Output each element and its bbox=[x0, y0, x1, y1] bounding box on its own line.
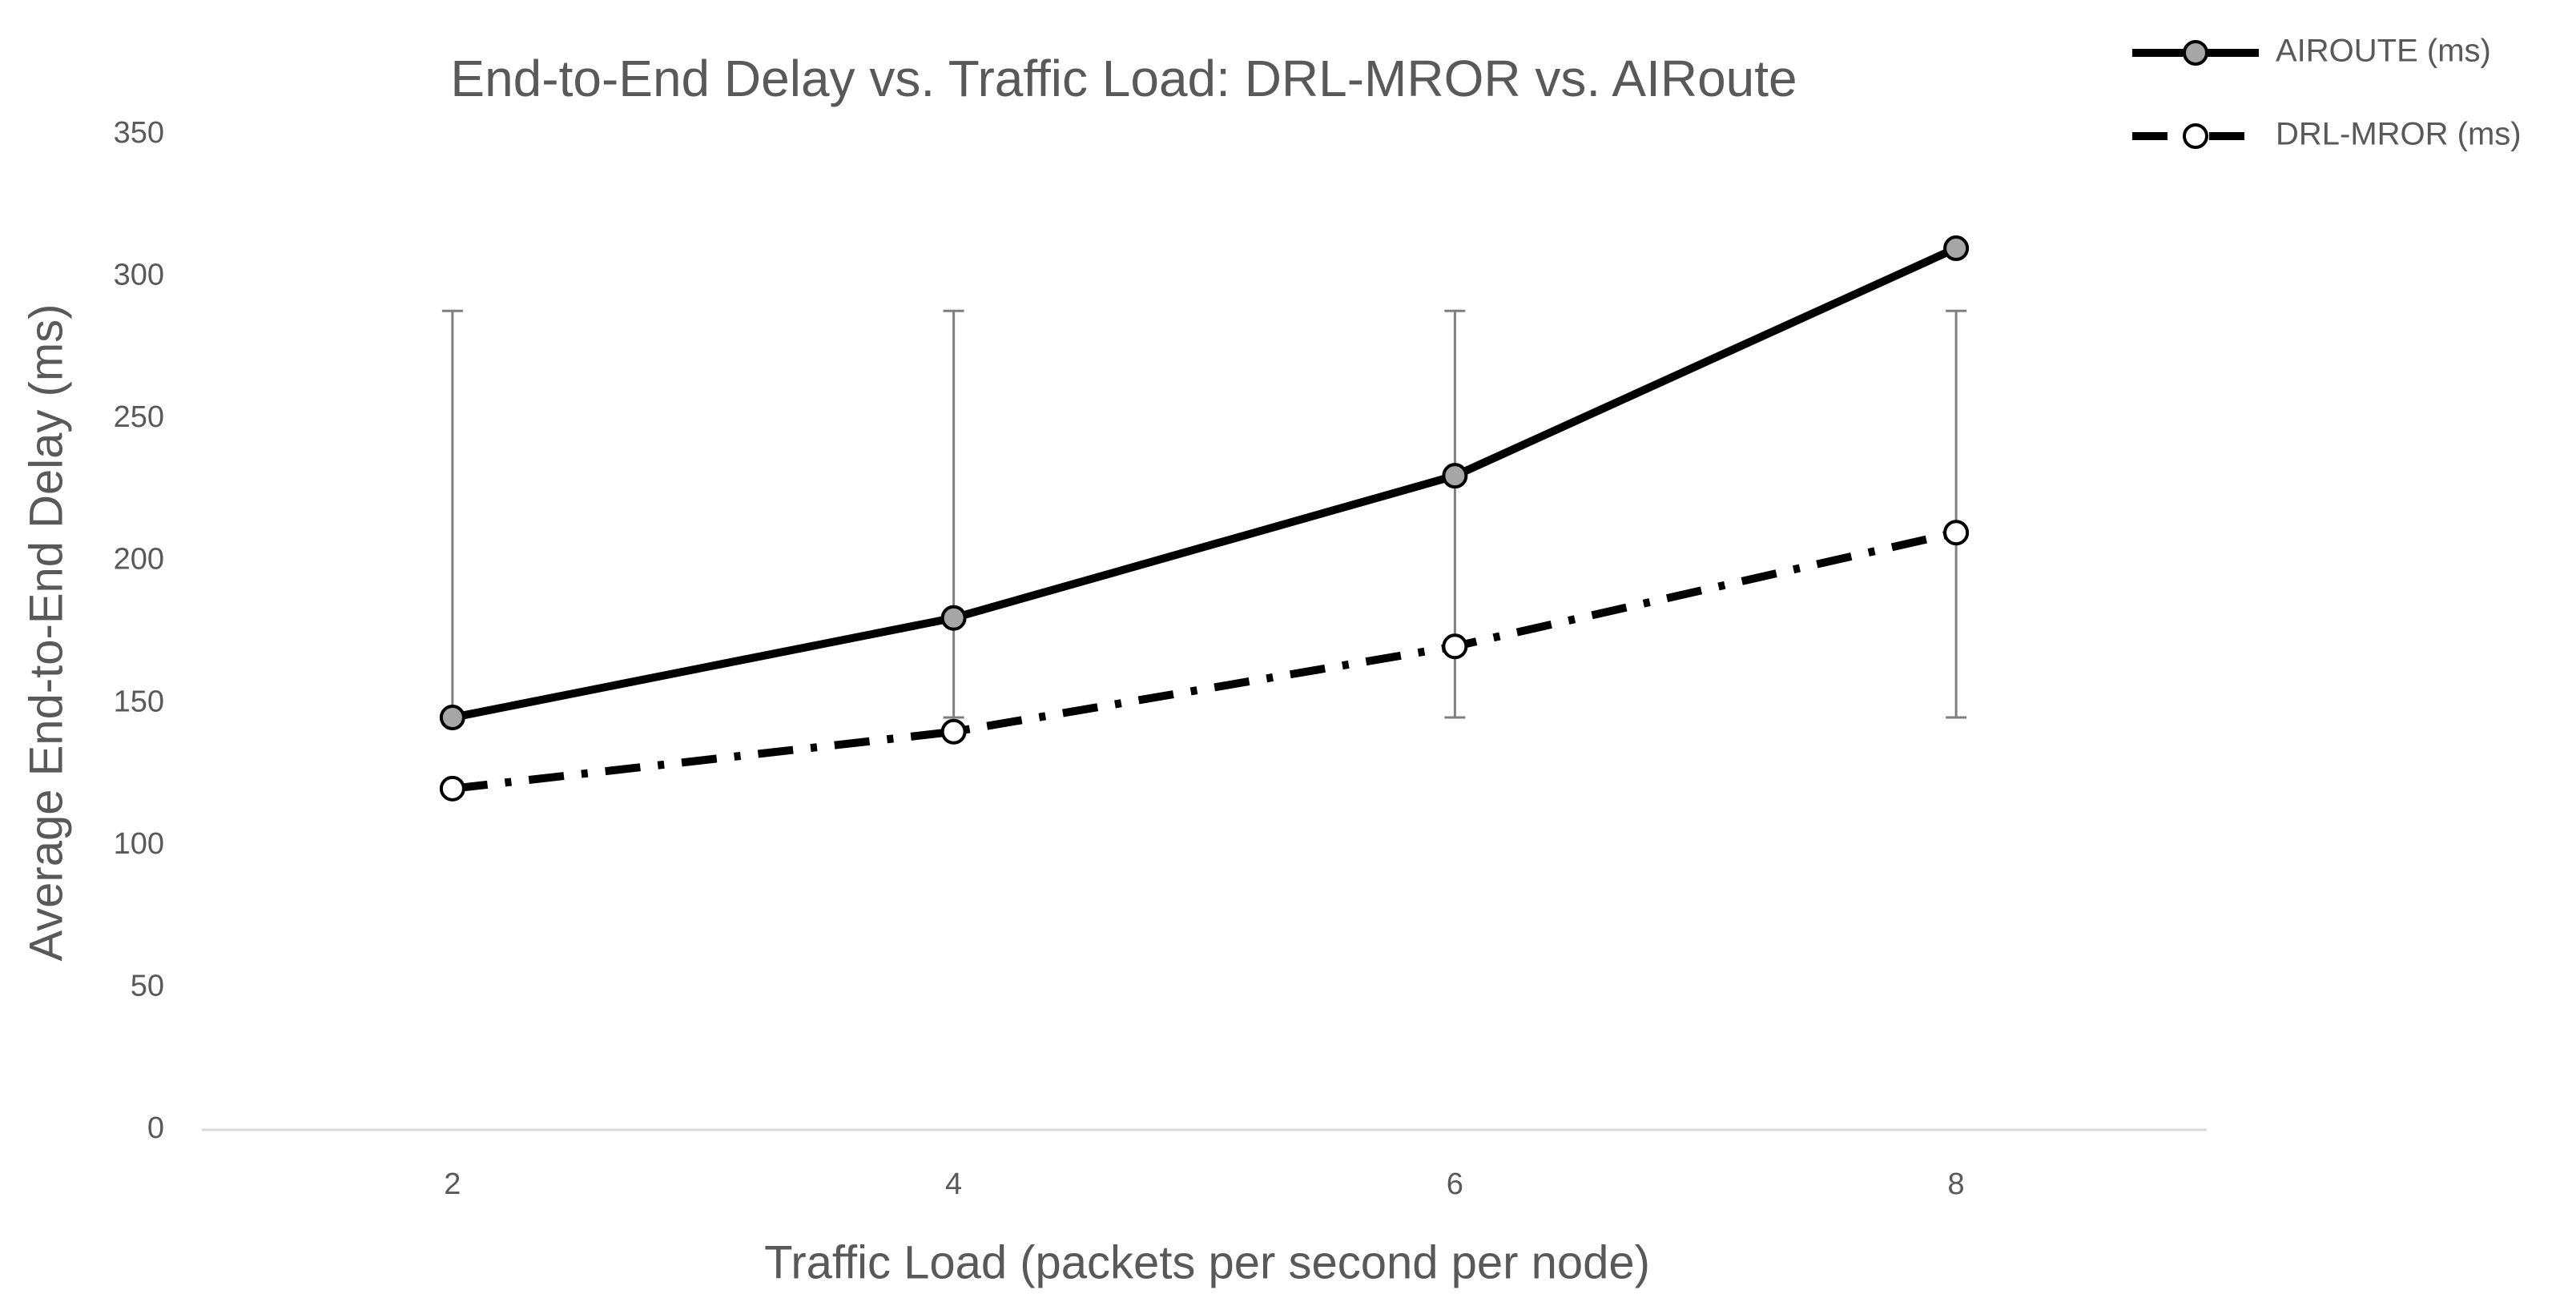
series-marker bbox=[940, 718, 967, 745]
series-marker bbox=[1442, 463, 1468, 489]
y-tick-label: 150 bbox=[114, 685, 164, 718]
y-tick-label: 200 bbox=[114, 543, 164, 577]
series-marker bbox=[1943, 520, 1970, 546]
y-tick-label: 0 bbox=[147, 1111, 164, 1145]
y-tick-label: 50 bbox=[131, 969, 164, 1003]
y-tick-label: 350 bbox=[114, 116, 164, 150]
x-tick-label: 6 bbox=[1447, 1167, 1463, 1201]
series-marker bbox=[439, 705, 465, 731]
series-line bbox=[452, 528, 1958, 793]
series-marker bbox=[1943, 235, 1970, 262]
y-tick-label: 100 bbox=[114, 827, 164, 861]
x-axis-title: Traffic Load (packets per second per nod… bbox=[764, 1236, 1650, 1288]
x-tick-label: 2 bbox=[444, 1167, 461, 1201]
series-line bbox=[451, 244, 1958, 721]
legend-marker bbox=[2183, 40, 2208, 66]
series-marker bbox=[439, 775, 465, 802]
series-marker bbox=[1442, 633, 1468, 660]
chart-title: End-to-End Delay vs. Traffic Load: DRL-M… bbox=[450, 50, 1797, 107]
series-marker bbox=[940, 605, 967, 631]
y-axis-title: Average End-to-End Delay (ms) bbox=[20, 304, 72, 962]
y-tick-label: 300 bbox=[114, 259, 164, 292]
y-tick-label: 250 bbox=[114, 400, 164, 434]
x-tick-label: 8 bbox=[1948, 1167, 1965, 1201]
legend-marker bbox=[2183, 123, 2208, 149]
x-tick-label: 4 bbox=[945, 1167, 962, 1201]
legend-label: AIROUTE (ms) bbox=[2276, 34, 2491, 69]
legend-label: DRL-MROR (ms) bbox=[2276, 117, 2522, 152]
